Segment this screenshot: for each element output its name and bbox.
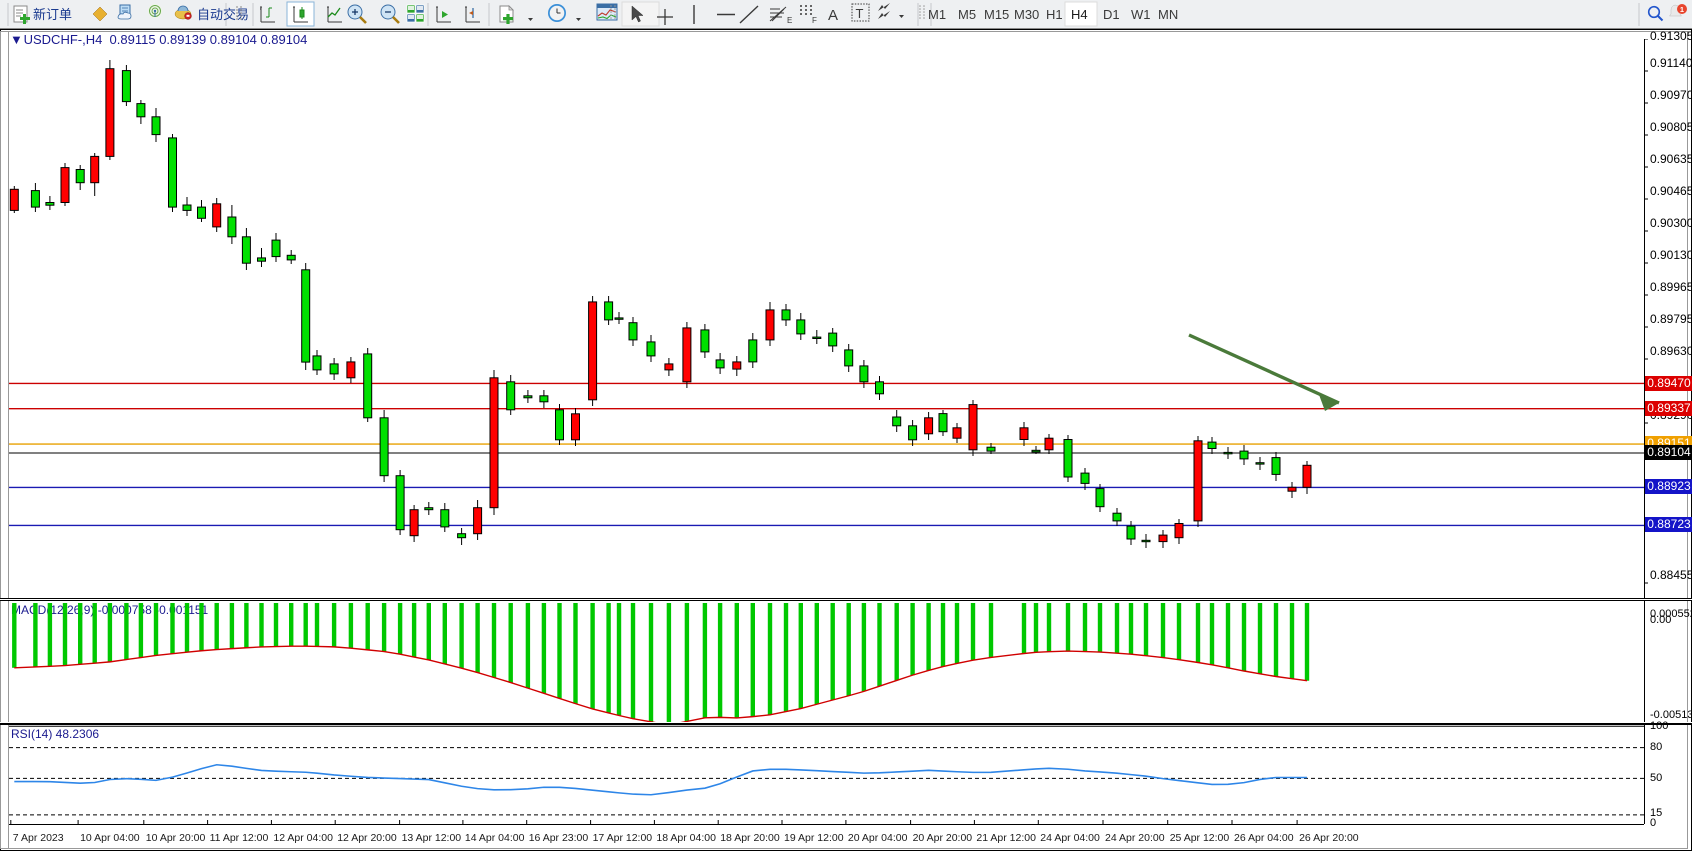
svg-text:T: T bbox=[856, 6, 864, 21]
svg-text:M15: M15 bbox=[984, 7, 1009, 22]
svg-text:MN: MN bbox=[1158, 7, 1178, 22]
svg-text:A: A bbox=[828, 7, 838, 24]
svg-text:1: 1 bbox=[1680, 5, 1684, 14]
svg-text:H1: H1 bbox=[1046, 7, 1063, 22]
svg-text:E: E bbox=[787, 16, 792, 25]
svg-text:F: F bbox=[812, 16, 817, 25]
svg-text:M30: M30 bbox=[1014, 7, 1039, 22]
svg-text:新订单: 新订单 bbox=[33, 7, 72, 22]
svg-text:H4: H4 bbox=[1071, 7, 1088, 22]
svg-text:W1: W1 bbox=[1131, 7, 1151, 22]
svg-text:M1: M1 bbox=[928, 7, 946, 22]
svg-text:M5: M5 bbox=[958, 7, 976, 22]
svg-text:D1: D1 bbox=[1103, 7, 1120, 22]
